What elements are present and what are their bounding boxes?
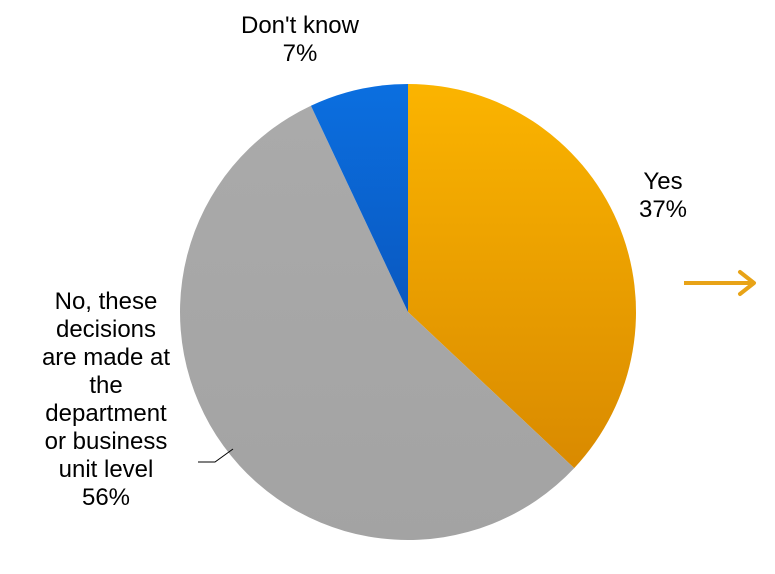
pie-slice-dont-know [310,84,408,312]
data-label-line: are made at [41,344,171,371]
data-label-line: decisions [55,316,157,343]
data-label-line: department [45,400,167,427]
data-label-line: unit level [58,456,154,483]
data-label-line: or business [44,428,168,455]
data-label-line: the [89,372,123,399]
data-label-line: Don't know [241,12,359,39]
data-label-line: No, these [54,288,158,315]
pie-slice-no [179,105,575,540]
leader-line [198,448,234,463]
data-label-line: Yes [643,168,683,195]
data-label-line: 37% [638,196,688,223]
data-label-line: 7% [282,40,318,67]
pie-slice-yes [408,84,636,469]
data-label-dont-know: Don't know 7% [200,12,400,68]
data-label-line: 56% [81,484,131,511]
data-label-yes: Yes 37% [608,168,718,224]
data-label-no: No, these decisions are made at the depa… [0,288,212,512]
